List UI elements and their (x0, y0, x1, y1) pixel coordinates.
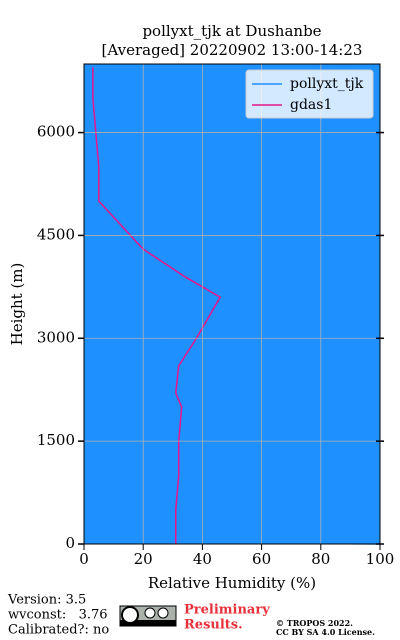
y-tick-label: 3000 (37, 328, 75, 346)
preliminary-note: Results. (184, 618, 243, 633)
preliminary-note: Preliminary (184, 603, 270, 618)
y-tick-label: 4500 (37, 225, 75, 243)
series-line (92, 67, 222, 544)
x-tick-label: 100 (366, 550, 395, 568)
footer-text: Calibrated?: no (8, 623, 109, 638)
x-tick-label: 0 (79, 550, 89, 568)
y-axis-label: Height (m) (8, 263, 26, 346)
x-axis-label: Relative Humidity (%) (148, 574, 316, 592)
plot-background (84, 64, 380, 544)
copyright: CC BY SA 4.0 License. (276, 627, 375, 637)
copyright: © TROPOS 2022. (276, 618, 353, 628)
plot-frame (83, 63, 381, 545)
chart-title: [Averaged] 20220902 13:00-14:23 (102, 41, 363, 59)
legend-label: pollyxt_tjk (290, 76, 364, 92)
cc-logo (119, 605, 177, 627)
x-tick-label: 40 (193, 550, 212, 568)
footer-text: Version: 3.5 (7, 593, 86, 608)
footer-text: wvconst: 3.76 (8, 608, 108, 623)
legend-box (245, 69, 374, 119)
x-tick-label: 60 (252, 550, 271, 568)
x-tick-label: 80 (311, 550, 330, 568)
x-tick-label: 20 (134, 550, 153, 568)
legend-label: gdas1 (290, 97, 332, 113)
y-tick-label: 0 (65, 534, 75, 552)
chart-title: pollyxt_tjk at Dushanbe (142, 22, 321, 40)
y-tick-label: 6000 (37, 123, 75, 141)
y-tick-label: 1500 (37, 431, 75, 449)
